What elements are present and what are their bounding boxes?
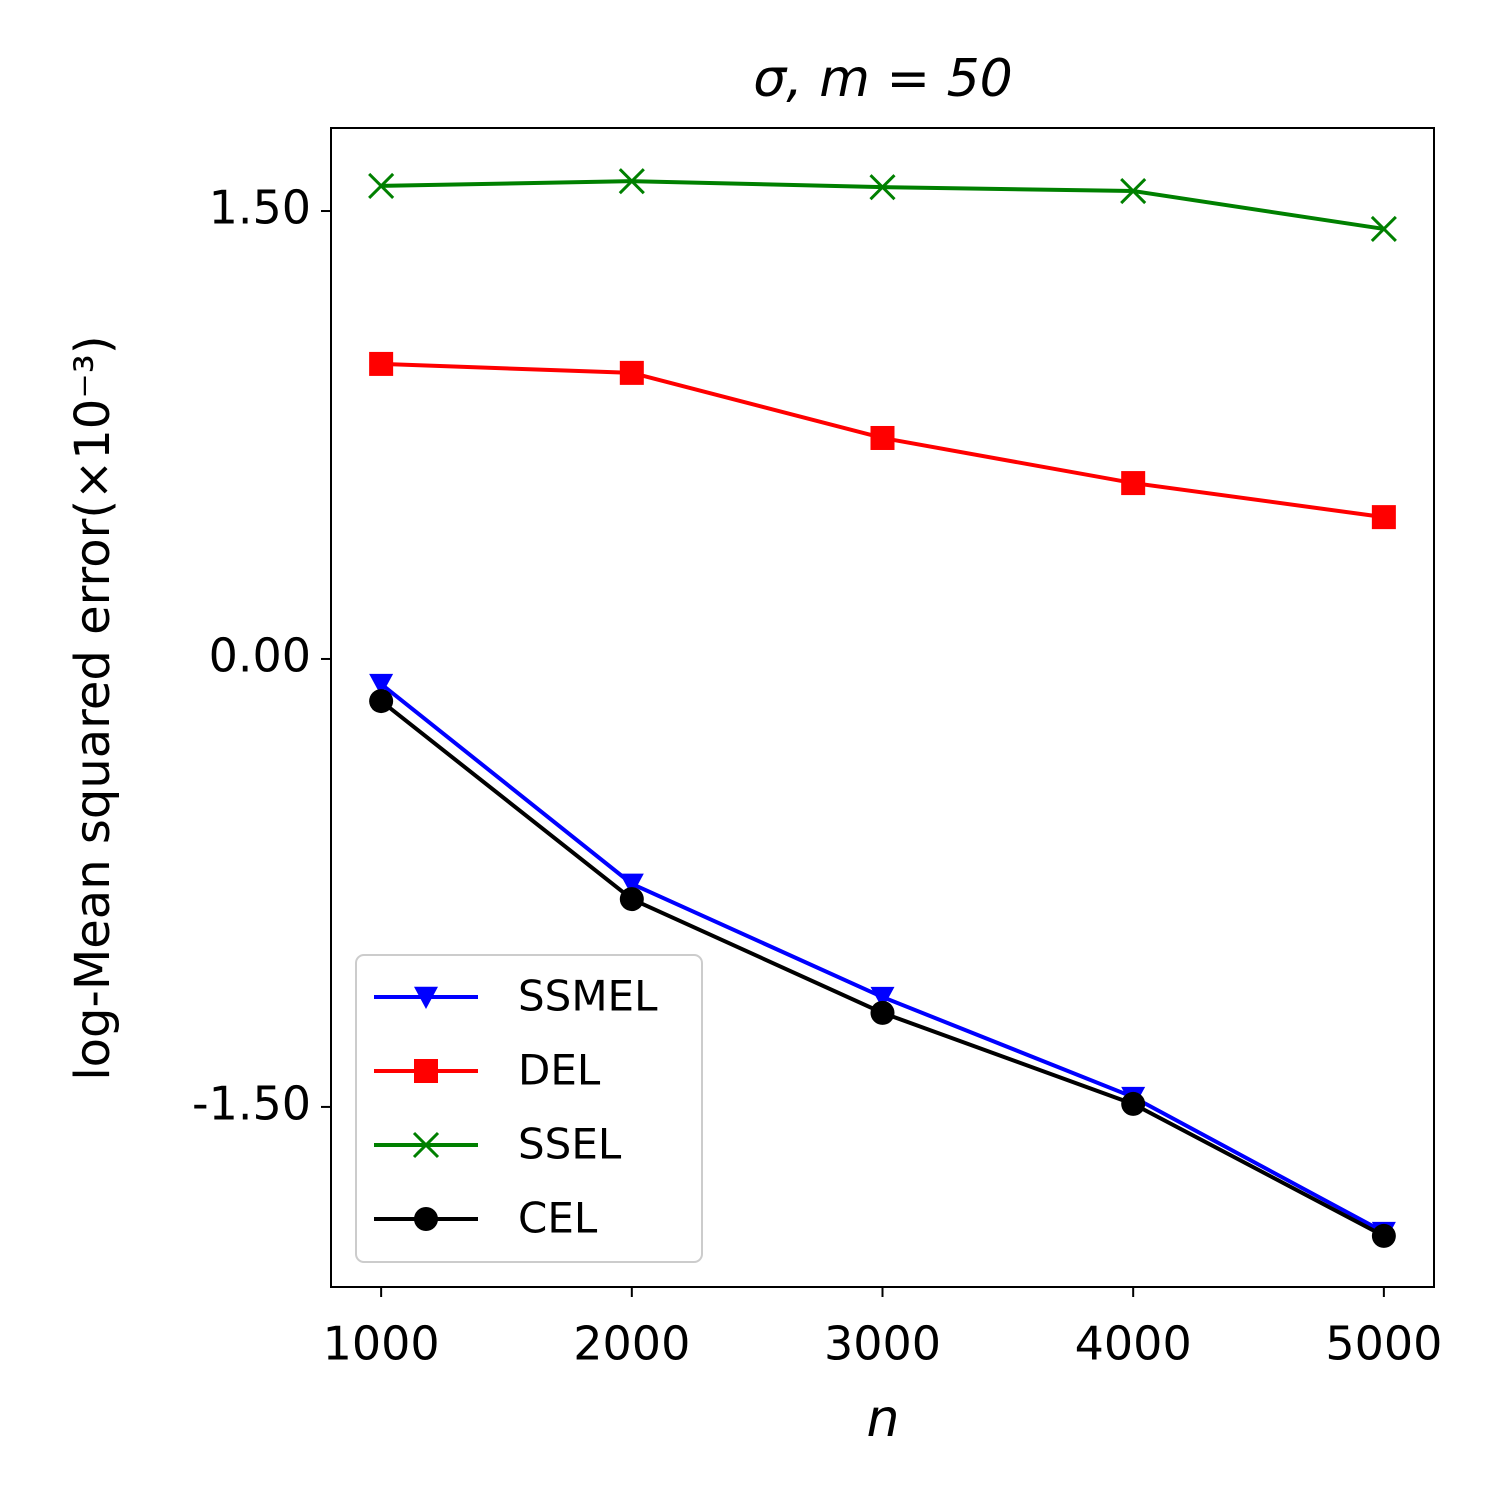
- x-tick-label: 5000: [1325, 1317, 1442, 1371]
- legend-label: SSEL: [518, 1120, 622, 1169]
- marker: [619, 873, 644, 896]
- x-axis-label: n: [867, 1389, 900, 1449]
- x-tick-label: 3000: [824, 1317, 941, 1371]
- x-tick-label: 2000: [573, 1317, 690, 1371]
- y-axis-label: log-Mean squared error(×10⁻³): [65, 335, 121, 1080]
- marker: [1120, 177, 1147, 205]
- marker: [414, 1207, 438, 1231]
- marker: [870, 986, 895, 1010]
- marker: [870, 425, 895, 450]
- legend-label: CEL: [518, 1194, 598, 1243]
- chart-title: σ, m = 50: [753, 49, 1012, 109]
- legend-label: DEL: [518, 1046, 601, 1095]
- x-tick-label: 4000: [1075, 1317, 1192, 1371]
- marker: [870, 1000, 895, 1025]
- marker: [412, 1131, 440, 1159]
- marker: [619, 887, 644, 912]
- marker: [1121, 471, 1146, 496]
- marker: [618, 168, 645, 195]
- marker: [414, 1059, 438, 1083]
- marker: [369, 689, 394, 714]
- y-tick-label: -1.50: [192, 1076, 311, 1130]
- marker: [369, 351, 394, 376]
- marker: [1370, 215, 1397, 242]
- x-tick-label: 1000: [323, 1317, 440, 1371]
- marker: [1371, 505, 1396, 530]
- y-tick-label: 1.50: [209, 181, 311, 235]
- marker: [1371, 1223, 1396, 1248]
- marker: [619, 360, 644, 385]
- marker: [414, 986, 438, 1009]
- marker: [369, 673, 394, 697]
- marker: [1121, 1091, 1146, 1116]
- legend-label: SSMEL: [518, 972, 658, 1021]
- plot-frame: [330, 127, 1435, 1288]
- y-tick-label: 0.00: [209, 628, 311, 682]
- legend-box: [355, 954, 703, 1263]
- marker: [368, 172, 395, 199]
- marker: [869, 174, 896, 201]
